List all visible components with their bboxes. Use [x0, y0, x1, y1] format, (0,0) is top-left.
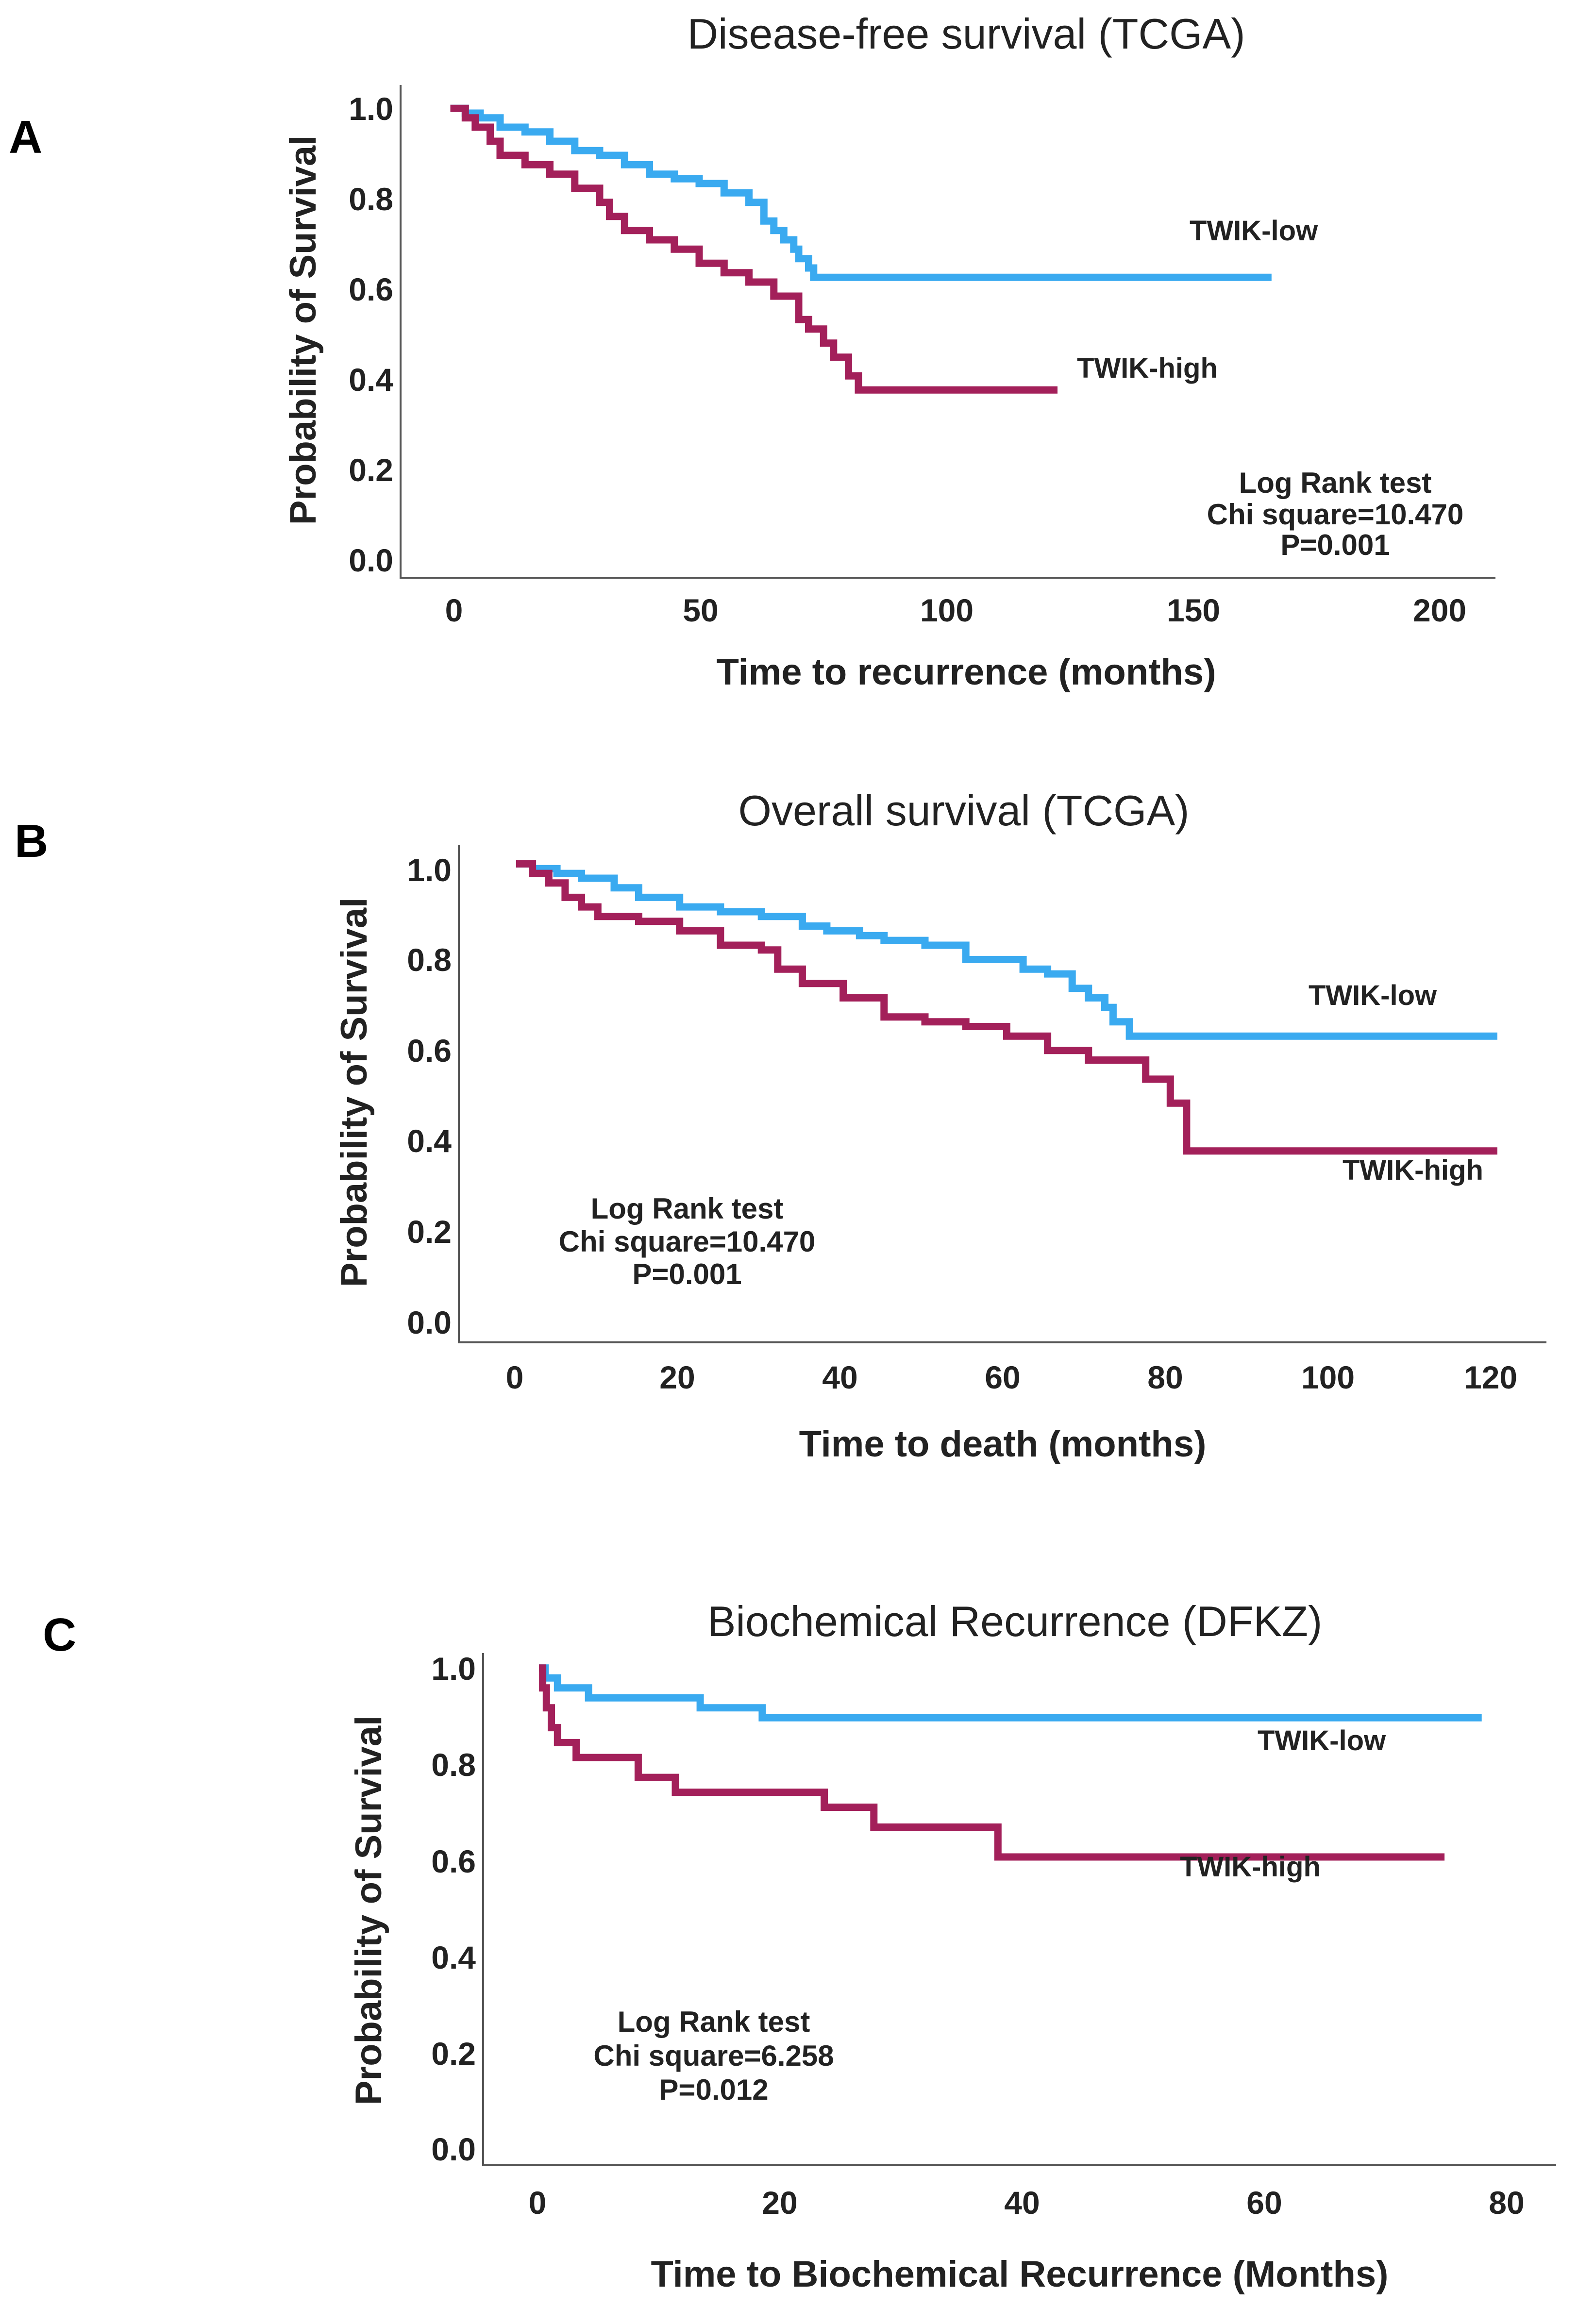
km-curve-b-twik-low — [516, 860, 1497, 1040]
x-tick-label-b-1: 0 — [506, 1359, 524, 1395]
series-label-c-twik-high: TWIK-high — [1180, 1851, 1321, 1883]
x-tick-label-b-3: 40 — [822, 1359, 857, 1395]
y-axis-label-a: Probability of Survival — [283, 135, 324, 525]
y-axis-label-b: Probability of Survival — [334, 898, 375, 1287]
chart-title-b: Overall survival (TCGA) — [739, 786, 1190, 835]
y-tick-label-a-2: 0.8 — [349, 181, 393, 217]
x-tick-label-c-2: 20 — [762, 2185, 797, 2221]
stat-chi-c: Chi square=6.258 — [593, 2040, 834, 2072]
y-tick-label-a-4: 0.4 — [349, 362, 393, 398]
axes-b — [458, 845, 1546, 1343]
y-tick-label-a-6: 0.0 — [349, 542, 393, 578]
x-tick-label-b-4: 60 — [985, 1359, 1020, 1395]
stat-p-a: P=0.001 — [1280, 529, 1390, 561]
stat-chi-a: Chi square=10.470 — [1207, 498, 1464, 531]
panel-label-c: C — [43, 1609, 76, 1661]
series-label-a-twik-high: TWIK-high — [1077, 352, 1218, 384]
km-curve-c-twik-low — [539, 1664, 1482, 1722]
axes-a — [400, 85, 1495, 579]
x-tick-label-a-4: 150 — [1167, 592, 1220, 628]
x-tick-label-b-6: 100 — [1301, 1359, 1355, 1395]
y-tick-label-c-2: 0.8 — [431, 1747, 476, 1783]
km-curve-b-twik-high — [516, 860, 1497, 1155]
panel-a: A Disease-free survival (TCGA) 1.0 0.8 0… — [9, 10, 1495, 693]
y-tick-label-c-4: 0.4 — [431, 1939, 476, 1975]
x-axis-label-c: Time to Biochemical Recurrence (Months) — [651, 2254, 1389, 2295]
y-axis-label-c: Probability of Survival — [348, 1716, 389, 2105]
x-tick-label-a-1: 0 — [445, 592, 463, 628]
series-label-c-twik-low: TWIK-low — [1258, 1725, 1386, 1756]
series-label-a-twik-low: TWIK-low — [1190, 215, 1318, 247]
panel-c: C Biochemical Recurrence (DFKZ) 1.0 0.8 … — [43, 1597, 1556, 2295]
stat-test-a: Log Rank test — [1239, 467, 1432, 499]
y-tick-label-b-3: 0.6 — [407, 1033, 452, 1069]
x-tick-label-c-1: 0 — [529, 2185, 547, 2221]
y-tick-label-c-3: 0.6 — [431, 1843, 476, 1879]
panel-b: B Overall survival (TCGA) 1.0 0.8 0.6 0.… — [15, 786, 1546, 1465]
panel-label-b: B — [15, 815, 48, 867]
y-tick-label-a-3: 0.6 — [349, 271, 393, 307]
stat-test-b: Log Rank test — [591, 1192, 784, 1225]
stat-p-b: P=0.001 — [632, 1258, 741, 1290]
km-curve-c-twik-high — [539, 1664, 1445, 1861]
km-curve-a-twik-low — [450, 104, 1272, 281]
y-tick-label-a-1: 1.0 — [349, 91, 393, 127]
x-tick-label-a-5: 200 — [1413, 592, 1466, 628]
y-tick-label-c-5: 0.2 — [431, 2036, 476, 2072]
y-tick-label-b-1: 1.0 — [407, 852, 452, 888]
y-tick-label-a-5: 0.2 — [349, 452, 393, 488]
series-label-b-twik-low: TWIK-low — [1309, 980, 1437, 1011]
x-tick-label-a-2: 50 — [683, 592, 718, 628]
x-axis-label-a: Time to recurrence (months) — [716, 652, 1216, 693]
km-curve-a-twik-high — [450, 104, 1058, 394]
y-tick-label-b-6: 0.0 — [407, 1304, 452, 1340]
y-tick-label-c-6: 0.0 — [431, 2131, 476, 2167]
x-tick-label-b-7: 120 — [1464, 1359, 1517, 1395]
y-tick-label-b-5: 0.2 — [407, 1214, 452, 1250]
x-tick-label-b-5: 80 — [1147, 1359, 1183, 1395]
y-tick-label-b-4: 0.4 — [407, 1123, 452, 1159]
stat-test-c: Log Rank test — [618, 2006, 810, 2038]
axes-c — [482, 1653, 1556, 2166]
chart-title-c: Biochemical Recurrence (DFKZ) — [707, 1597, 1323, 1645]
stat-chi-b: Chi square=10.470 — [559, 1225, 816, 1258]
series-label-b-twik-high: TWIK-high — [1343, 1154, 1483, 1186]
x-tick-label-c-3: 40 — [1004, 2185, 1040, 2221]
y-tick-label-c-1: 1.0 — [431, 1651, 476, 1687]
x-tick-label-c-5: 80 — [1489, 2185, 1524, 2221]
chart-title-a: Disease-free survival (TCGA) — [687, 10, 1245, 58]
y-tick-label-b-2: 0.8 — [407, 942, 452, 978]
x-axis-label-b: Time to death (months) — [799, 1423, 1207, 1465]
x-tick-label-c-4: 60 — [1246, 2185, 1282, 2221]
stat-p-c: P=0.012 — [659, 2073, 768, 2106]
x-tick-label-a-3: 100 — [920, 592, 974, 628]
panel-label-a: A — [9, 111, 42, 163]
x-tick-label-b-2: 20 — [659, 1359, 695, 1395]
